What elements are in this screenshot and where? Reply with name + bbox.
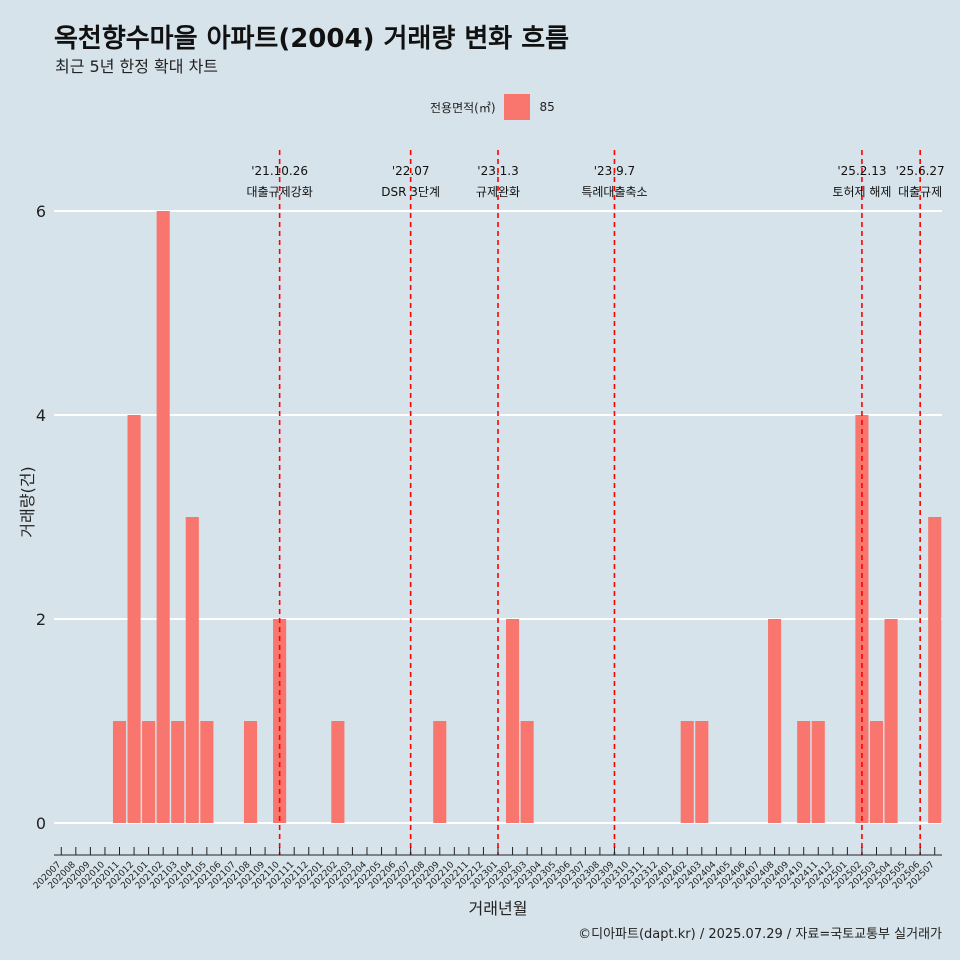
bar [112,721,127,823]
event-date-label: '25.6.27 [896,164,945,178]
y-axis-label: 거래량(건) [18,466,37,537]
y-tick-label: 6 [36,202,46,221]
bar [928,517,942,823]
bar [127,415,141,823]
legend-swatch [503,94,530,120]
bar [200,721,214,823]
event-label: 토허제 해제 [832,185,891,199]
bars [112,211,942,823]
bar [811,721,825,823]
bar [520,721,534,823]
x-axis-label: 거래년월 [469,899,528,918]
event-label: 대출규제 [898,185,942,199]
legend-label: 85 [539,100,555,114]
bar [142,721,156,823]
bar [156,211,170,823]
bar [331,721,345,823]
y-tick-label: 4 [36,406,46,425]
event-markers: '21.10.26 대출규제강화 '22.07 DSR 3단계 '23.1.3 규제완화 '… [247,150,945,855]
y-tick-label: 2 [36,610,46,629]
y-tick-label: 0 [36,814,46,833]
bar [506,619,520,823]
axes: 0246202007202008202009202010202011202012… [32,202,942,891]
bar [171,721,185,823]
event-label: 규제완화 [476,185,520,199]
event-date-label: '25.2.13 [837,164,886,178]
legend-title: 전용면적(㎡) [430,100,496,115]
bar [695,721,709,823]
event-date-label: '23.9.7 [594,164,635,178]
bar [869,721,884,823]
legend: 전용면적(㎡) 85 [430,94,555,120]
bar [433,721,447,823]
event-label: 특례대출축소 [581,185,647,199]
event-date-label: '23.1.3 [477,164,518,178]
bar [680,721,694,823]
bar [768,619,782,823]
source-caption: ©디아파트(dapt.kr) / 2025.07.29 / 자료=국토교통부 실… [578,927,942,942]
bar [797,721,811,823]
chart-title: 옥천향수마을 아파트(2004) 거래량 변화 흐름 [54,24,570,54]
event-date-label: '22.07 [392,164,430,178]
bar [884,619,898,823]
chart-subtitle: 최근 5년 한정 확대 차트 [55,57,219,76]
event-label: 대출규제강화 [247,185,313,199]
event-label: DSR 3단계 [381,185,440,199]
bar [243,721,258,823]
event-date-label: '21.10.26 [251,164,308,178]
bar [185,517,199,823]
